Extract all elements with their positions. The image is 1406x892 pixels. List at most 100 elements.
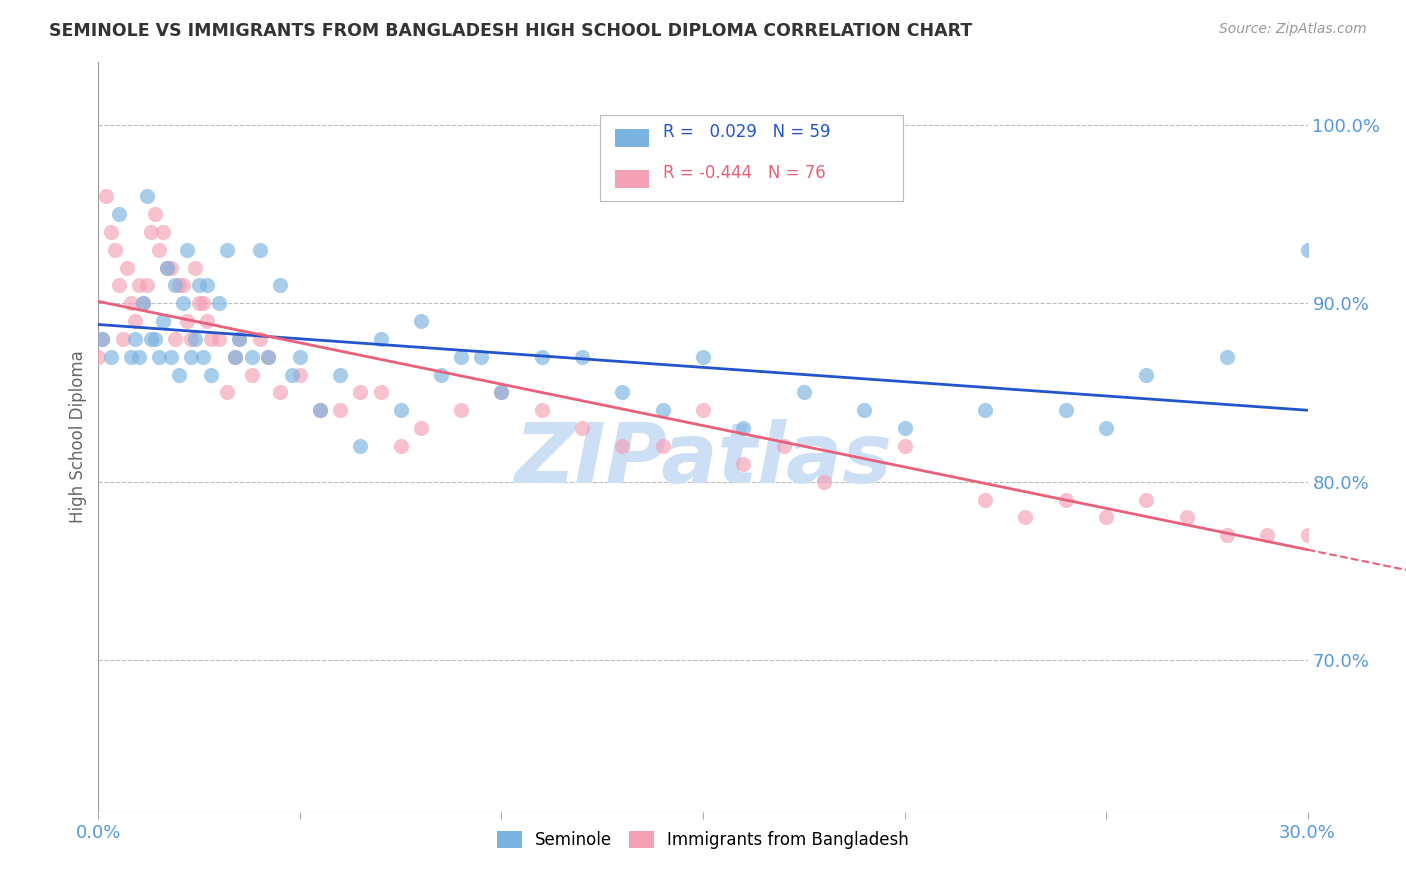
Point (163, 332, 186, 346)
Point (160, 260, 183, 275)
Point (148, 350, 170, 364)
Point (156, 260, 179, 275)
Point (1135, 492, 1157, 507)
Point (733, 421, 755, 435)
Point (148, 243, 170, 257)
Point (240, 368, 263, 382)
Point (1095, 510, 1118, 524)
Point (1054, 403, 1077, 417)
Point (143, 207, 166, 221)
Point (450, 350, 472, 364)
Point (132, 296, 155, 310)
Point (91, 332, 114, 346)
Point (309, 403, 332, 417)
Point (349, 385, 371, 400)
Point (530, 403, 553, 417)
Point (152, 314, 174, 328)
Point (612, 385, 634, 400)
Point (228, 332, 250, 346)
Point (1216, 350, 1239, 364)
Point (167, 368, 190, 382)
Point (612, 439, 634, 453)
Point (100, 350, 122, 364)
Point (188, 296, 211, 310)
Point (200, 368, 222, 382)
Point (111, 332, 134, 346)
Text: ZIPatlas: ZIPatlas (515, 419, 891, 500)
Point (389, 439, 412, 453)
Text: Source: ZipAtlas.com: Source: ZipAtlas.com (1219, 22, 1367, 37)
Point (163, 278, 186, 293)
Point (571, 350, 593, 364)
Point (193, 296, 215, 310)
Point (309, 403, 332, 417)
Point (1296, 243, 1319, 257)
Point (389, 403, 412, 417)
Point (128, 350, 150, 364)
Point (96, 189, 118, 203)
Point (491, 385, 513, 400)
Point (1095, 421, 1118, 435)
Point (249, 243, 271, 257)
Point (224, 350, 246, 364)
Point (160, 350, 183, 364)
Point (135, 278, 157, 293)
Point (1296, 528, 1319, 542)
Point (1054, 492, 1077, 507)
Point (180, 332, 202, 346)
Point (269, 385, 291, 400)
Point (450, 403, 472, 417)
Point (1216, 528, 1239, 542)
Point (180, 350, 202, 364)
Point (228, 332, 250, 346)
Point (103, 243, 125, 257)
Point (143, 332, 166, 346)
Point (1135, 368, 1157, 382)
Point (184, 260, 207, 275)
Point (217, 243, 239, 257)
Point (893, 421, 915, 435)
Point (329, 403, 352, 417)
Point (200, 332, 222, 346)
Point (370, 385, 392, 400)
Bar (614, 129, 648, 147)
Point (193, 350, 215, 364)
Point (107, 207, 129, 221)
Point (692, 350, 714, 364)
Point (139, 332, 162, 346)
Point (1014, 510, 1036, 524)
Point (692, 403, 714, 417)
Point (208, 296, 231, 310)
Point (100, 225, 122, 239)
Point (733, 457, 755, 471)
Point (217, 385, 239, 400)
Point (349, 439, 371, 453)
FancyBboxPatch shape (600, 115, 903, 201)
Point (120, 296, 142, 310)
Point (370, 332, 392, 346)
Point (893, 439, 915, 453)
Point (470, 350, 492, 364)
Point (651, 439, 673, 453)
Point (188, 278, 211, 293)
Point (793, 385, 815, 400)
Bar (614, 170, 648, 188)
Point (409, 314, 432, 328)
Point (184, 332, 207, 346)
Point (156, 260, 179, 275)
Point (224, 350, 246, 364)
Point (813, 475, 835, 489)
Point (256, 350, 278, 364)
Point (167, 278, 190, 293)
Point (281, 368, 304, 382)
Y-axis label: High School Diploma: High School Diploma (69, 351, 87, 524)
Point (124, 332, 146, 346)
Point (1175, 510, 1198, 524)
Point (124, 314, 146, 328)
Point (152, 225, 174, 239)
Point (91, 332, 114, 346)
Point (974, 403, 997, 417)
Point (269, 278, 291, 293)
Point (329, 368, 352, 382)
Point (256, 350, 278, 364)
